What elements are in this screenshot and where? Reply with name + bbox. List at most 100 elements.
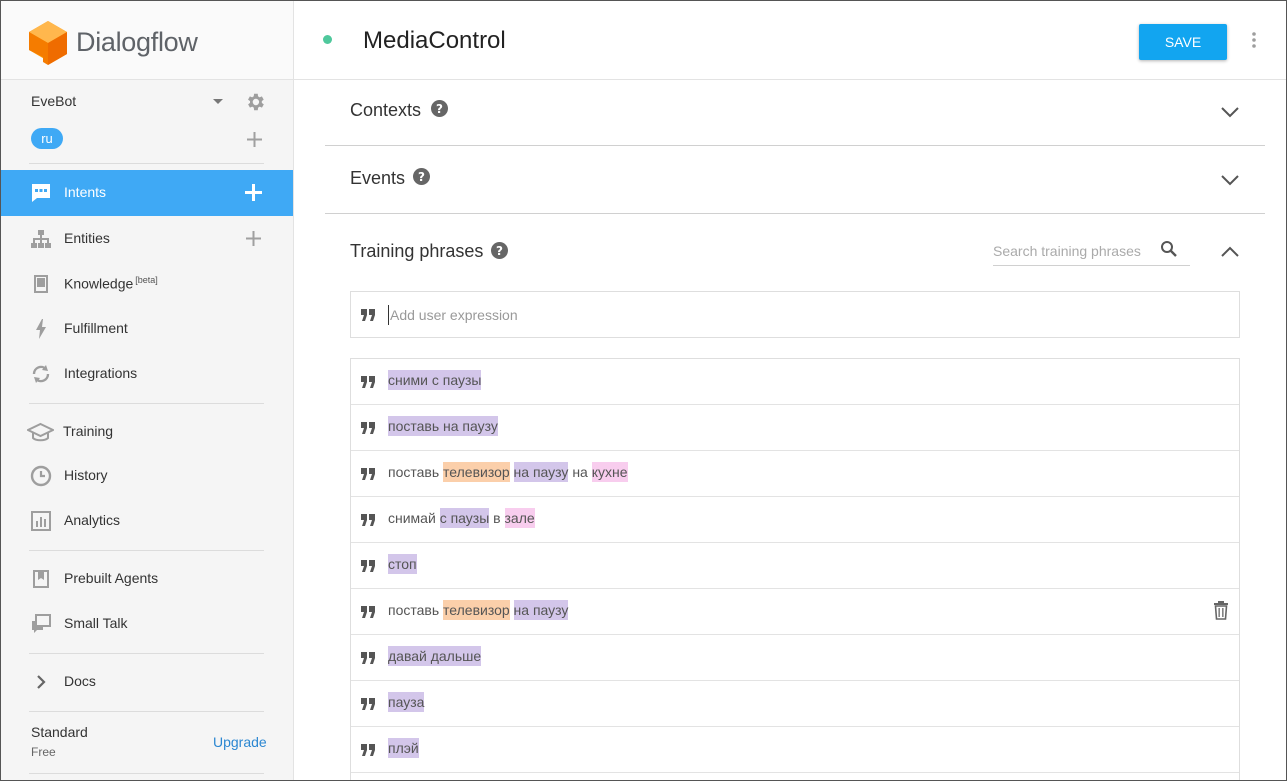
annotated-parameter[interactable]: давай дальше [388, 646, 482, 666]
add-intent-icon[interactable] [245, 184, 262, 201]
annotated-parameter[interactable]: на паузу [513, 600, 569, 620]
main-content: MediaControl SAVE Contexts ? Events ? [294, 1, 1286, 780]
sidebar-item-intents[interactable]: Intents [1, 170, 293, 216]
search-input[interactable] [993, 241, 1153, 261]
help-icon[interactable]: ? [431, 100, 448, 117]
intent-header: MediaControl SAVE [294, 1, 1286, 80]
section-title: Contexts [350, 100, 422, 120]
help-icon[interactable]: ? [491, 242, 508, 259]
training-phrase-text[interactable]: плэй [388, 738, 419, 758]
intent-name[interactable]: MediaControl [363, 27, 506, 54]
training-phrase-row[interactable]: поставь телевизор на паузу [351, 589, 1239, 635]
svg-text:?: ? [496, 244, 503, 258]
annotated-parameter[interactable]: на паузу [513, 462, 569, 482]
search-icon[interactable] [1160, 240, 1178, 258]
phrase-segment: поставь [388, 602, 444, 618]
quote-icon [361, 309, 375, 321]
annotated-parameter[interactable]: сними с паузы [388, 370, 482, 390]
training-phrase-text[interactable]: сними с паузы [388, 370, 482, 390]
events-section[interactable]: Events ? [325, 146, 1265, 214]
sidebar-item-knowledge[interactable]: Knowledge [beta] [1, 261, 293, 307]
training-phrase-row[interactable]: давай дальше [351, 635, 1239, 681]
section-title: Training phrases [350, 241, 484, 261]
training-phrase-text[interactable]: стоп [388, 554, 417, 574]
annotated-parameter[interactable]: телевизор [443, 462, 510, 482]
save-button[interactable]: SAVE [1139, 24, 1227, 60]
training-phrase-list: сними с паузы поставь на паузу поставь тел… [350, 358, 1240, 780]
divider [29, 550, 264, 551]
annotated-parameter[interactable]: кухне [591, 462, 628, 482]
gear-icon[interactable] [244, 91, 266, 113]
annotated-parameter[interactable]: поставь на паузу [388, 416, 498, 436]
divider [29, 711, 264, 712]
training-phrase-row[interactable]: пауза [351, 681, 1239, 727]
clock-icon [30, 465, 52, 487]
training-phrase-text[interactable]: поставь телевизор на паузу [388, 600, 569, 620]
sidebar-item-analytics[interactable]: Analytics [1, 498, 293, 544]
training-phrase-row[interactable]: поставь телевизор на паузу на кухне [351, 451, 1239, 497]
phrase-segment: на [568, 464, 592, 480]
training-phrase-row[interactable]: сними с паузы [351, 359, 1239, 405]
add-expression-input[interactable] [388, 305, 1208, 325]
chevron-down-icon[interactable] [1219, 104, 1241, 120]
training-phrase-row[interactable]: снимай с паузы в зале [351, 497, 1239, 543]
search-training-phrases [993, 237, 1190, 266]
divider [29, 403, 264, 404]
annotated-parameter[interactable]: стоп [388, 554, 417, 574]
book-icon [34, 275, 48, 293]
svg-text:?: ? [418, 170, 425, 184]
add-language-icon[interactable] [246, 131, 263, 148]
sidebar-item-history[interactable]: History [1, 453, 293, 499]
sync-icon [32, 365, 50, 383]
graduation-cap-icon [27, 422, 54, 442]
quote-icon [361, 560, 375, 572]
hierarchy-icon [31, 230, 51, 248]
training-phrase-text[interactable]: поставь на паузу [388, 416, 498, 436]
agent-name[interactable]: EveBot [31, 93, 77, 109]
help-icon[interactable]: ? [413, 168, 430, 185]
sidebar-item-integrations[interactable]: Integrations [1, 351, 293, 397]
agent-dropdown-icon[interactable] [213, 99, 223, 104]
training-phrase-row[interactable]: стоп [351, 543, 1239, 589]
annotated-parameter[interactable]: телевизор [443, 600, 510, 620]
annotated-parameter[interactable]: плэй [388, 738, 419, 758]
plan-name: Standard [31, 724, 88, 740]
annotated-parameter[interactable]: пауза [388, 692, 425, 712]
sidebar-item-entities[interactable]: Entities [1, 216, 293, 262]
sidebar-item-prebuilt-agents[interactable]: Prebuilt Agents [1, 556, 293, 602]
sidebar-item-label: Analytics [64, 512, 121, 528]
training-phrase-row[interactable]: плэй [351, 727, 1239, 773]
add-entity-icon[interactable] [245, 230, 262, 247]
svg-text:?: ? [436, 102, 443, 116]
language-badge[interactable]: ru [31, 128, 63, 149]
training-phrase-text[interactable]: снимай с паузы в зале [388, 508, 535, 528]
annotated-parameter[interactable]: с паузы [439, 508, 490, 528]
contexts-section[interactable]: Contexts ? [325, 78, 1265, 146]
sidebar-item-docs[interactable]: Docs [1, 659, 293, 705]
upgrade-link[interactable]: Upgrade [213, 734, 267, 750]
chat-bubble-icon [32, 184, 50, 202]
sidebar-item-label: Entities [64, 230, 110, 246]
trash-icon[interactable] [1213, 600, 1229, 620]
training-phrase-text[interactable]: давай дальше [388, 646, 482, 666]
quote-icon [361, 606, 375, 618]
sidebar-item-label: Training [63, 423, 114, 439]
more-vert-icon[interactable] [1249, 30, 1259, 50]
annotated-parameter[interactable]: зале [504, 508, 535, 528]
phrase-segment [510, 600, 514, 620]
sidebar-item-label: Docs [64, 673, 96, 689]
sidebar-item-fulfillment[interactable]: Fulfillment [1, 306, 293, 352]
quote-icon [361, 652, 375, 664]
training-phrase-text[interactable]: поставь телевизор на паузу на кухне [388, 462, 628, 482]
section-title: Events [350, 168, 406, 188]
training-phrase-row[interactable]: поставь на паузу [351, 405, 1239, 451]
quote-icon [361, 376, 375, 388]
add-user-expression [350, 291, 1240, 338]
training-phrase-text[interactable]: пауза [388, 692, 425, 712]
sidebar-item-small-talk[interactable]: Small Talk [1, 601, 293, 647]
bolt-icon [36, 319, 46, 339]
sidebar-item-training[interactable]: Training [1, 409, 293, 455]
chevron-up-icon[interactable] [1219, 244, 1241, 260]
chevron-down-icon[interactable] [1219, 172, 1241, 188]
